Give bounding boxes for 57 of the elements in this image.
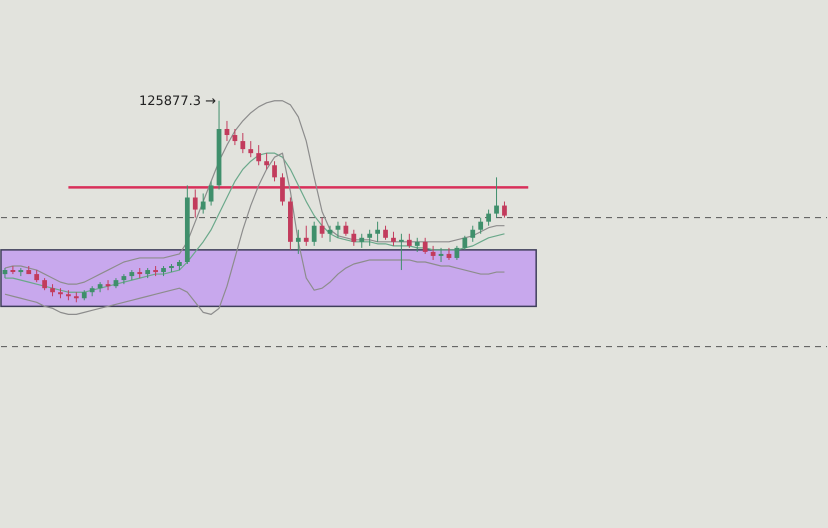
candlestick xyxy=(177,259,182,271)
candlestick xyxy=(153,266,158,277)
candlestick xyxy=(446,247,452,260)
candlestick xyxy=(240,132,246,154)
candlestick xyxy=(90,286,95,297)
candlestick xyxy=(383,225,388,240)
candlestick xyxy=(208,180,214,206)
candlestick xyxy=(344,221,348,236)
candlestick xyxy=(106,280,110,291)
candlestick xyxy=(2,268,8,279)
candlestick xyxy=(66,290,71,301)
candlestick xyxy=(367,229,372,246)
candlestick xyxy=(248,140,254,158)
candlestick xyxy=(114,278,118,289)
candlestick xyxy=(256,144,262,166)
candlestick xyxy=(422,237,428,254)
candlestick xyxy=(430,245,436,260)
candlestick xyxy=(406,233,412,248)
candlestick xyxy=(296,229,301,254)
candlestick xyxy=(129,270,134,281)
annotation: 125877.3 → xyxy=(138,94,216,109)
candlestick xyxy=(74,292,79,303)
candlestick xyxy=(478,217,484,234)
candlestick xyxy=(391,231,396,246)
candlestick xyxy=(375,221,380,242)
candlestick xyxy=(454,245,460,260)
candlestick xyxy=(312,221,317,246)
candlestick xyxy=(399,233,404,271)
candlestick xyxy=(161,266,166,277)
candlestick xyxy=(98,282,102,293)
candlestick xyxy=(470,225,476,242)
candlestick xyxy=(304,225,309,246)
candlestick xyxy=(264,152,269,170)
candlestick xyxy=(351,229,356,246)
candlestick xyxy=(82,290,87,301)
candlestick xyxy=(58,288,63,299)
candlestick xyxy=(50,284,55,297)
candlestick xyxy=(272,160,277,182)
candlestick xyxy=(414,237,420,252)
candlestick xyxy=(224,120,230,142)
candlestick xyxy=(200,192,206,214)
candlestick xyxy=(34,270,40,283)
candlestick xyxy=(336,221,340,238)
candlestick xyxy=(145,268,150,279)
candlestick xyxy=(192,188,198,218)
candlestick xyxy=(42,278,47,291)
candlestick xyxy=(359,233,364,248)
candlestick xyxy=(486,209,491,226)
candlestick xyxy=(320,217,324,238)
candlestick xyxy=(502,201,507,218)
candlestick xyxy=(494,176,499,218)
candlestick xyxy=(328,225,332,242)
candlestick xyxy=(232,128,238,146)
candlestick xyxy=(462,235,468,250)
candlestick xyxy=(122,274,126,285)
candlestick xyxy=(137,268,142,279)
candlestick xyxy=(438,247,444,262)
